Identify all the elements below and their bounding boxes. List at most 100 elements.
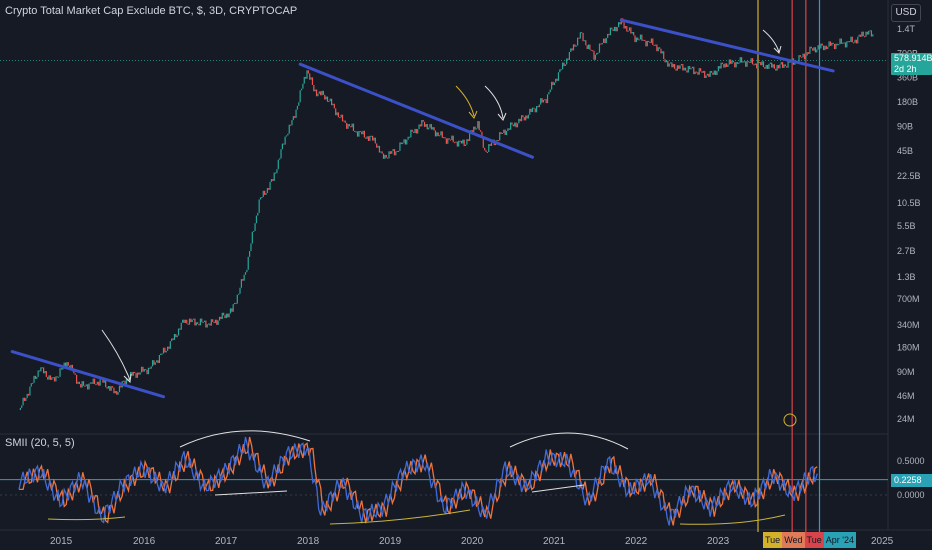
price-candle (311, 77, 314, 85)
price-candle (749, 61, 751, 63)
price-candle (120, 385, 122, 388)
price-candle (63, 362, 65, 366)
price-candle (505, 130, 508, 136)
price-candle (821, 43, 823, 46)
price-candle (805, 55, 807, 60)
price-candle (842, 42, 844, 44)
price-candle (179, 328, 181, 330)
price-candle (730, 59, 732, 64)
price-candle (423, 121, 426, 127)
price-candle (36, 376, 38, 379)
time-tick-label: 2020 (461, 536, 484, 547)
price-candle (279, 158, 281, 160)
price-candle (602, 38, 605, 43)
price-candle (385, 154, 387, 158)
price-candle (531, 107, 534, 113)
price-candle (594, 54, 596, 60)
price-tick-label: 90B (897, 122, 913, 132)
price-candle (374, 137, 376, 144)
price-candle (463, 139, 465, 147)
price-candle (430, 124, 432, 130)
time-tick-label: 2025 (871, 536, 894, 547)
price-candle (410, 129, 412, 138)
price-candle (351, 123, 353, 128)
price-candle (501, 133, 504, 135)
price-candle (697, 72, 699, 75)
price-candle (653, 44, 655, 46)
price-candle (73, 371, 75, 374)
price-candle (47, 376, 49, 380)
price-candle (515, 122, 517, 128)
price-candle (432, 127, 434, 130)
price-candle (85, 384, 87, 387)
price-candle (657, 47, 659, 52)
price-candle (146, 369, 148, 375)
price-tick-label: 700M (897, 294, 920, 304)
price-candle (799, 55, 801, 57)
price-candle (831, 42, 833, 46)
price-candle (854, 39, 856, 43)
price-candle (40, 367, 42, 372)
price-candle (460, 140, 463, 144)
price-candle (716, 71, 718, 76)
price-candle (264, 190, 266, 195)
price-candle (203, 320, 206, 323)
price-candle (739, 57, 741, 63)
price-candle (84, 385, 86, 387)
price-candle (145, 369, 147, 371)
price-candle (262, 190, 264, 198)
price-candle (701, 71, 703, 73)
price-candle (265, 193, 267, 195)
price-candle (281, 143, 283, 150)
price-candle (87, 384, 89, 390)
price-candle (467, 139, 469, 141)
price-candle (765, 64, 767, 69)
price-candle (205, 320, 207, 328)
price-candle (60, 368, 63, 370)
price-candle (639, 34, 642, 40)
price-candle (449, 139, 452, 141)
price-candle (661, 51, 663, 54)
smii-divergence-1 (47, 516, 126, 521)
price-candle (581, 32, 583, 34)
price-candle (717, 66, 719, 72)
price-candle (359, 131, 361, 133)
price-candle (257, 212, 259, 216)
price-candle (775, 68, 777, 71)
price-candle (684, 67, 687, 71)
price-candle (315, 89, 318, 97)
price-candle (471, 130, 473, 133)
price-candle (872, 34, 874, 37)
price-candle (861, 31, 863, 37)
price-candle (171, 338, 173, 342)
price-candle (728, 59, 730, 65)
price-candle (817, 45, 819, 50)
price-candle (604, 38, 606, 44)
price-candle (500, 132, 502, 134)
price-candle (404, 139, 406, 145)
price-candle (354, 130, 356, 132)
price-candle (295, 109, 297, 118)
price-candle (601, 42, 603, 45)
price-candle (76, 374, 78, 384)
price-candle (270, 179, 273, 182)
price-candle (462, 139, 464, 144)
time-tick-label: 2015 (50, 536, 73, 547)
price-candle (523, 117, 525, 121)
price-candle (198, 323, 200, 326)
price-candle (564, 64, 566, 66)
price-candle (536, 106, 538, 113)
price-candle (456, 141, 458, 147)
price-candle (634, 35, 636, 43)
price-candle (720, 62, 722, 69)
currency-button[interactable]: USD (891, 4, 921, 22)
price-candle (660, 48, 662, 54)
price-candle (328, 100, 330, 102)
price-candle (753, 64, 755, 66)
price-candle (776, 65, 778, 71)
price-candle (466, 139, 468, 145)
price-candle (534, 108, 536, 113)
price-candle (306, 70, 308, 79)
price-candle (103, 379, 105, 383)
